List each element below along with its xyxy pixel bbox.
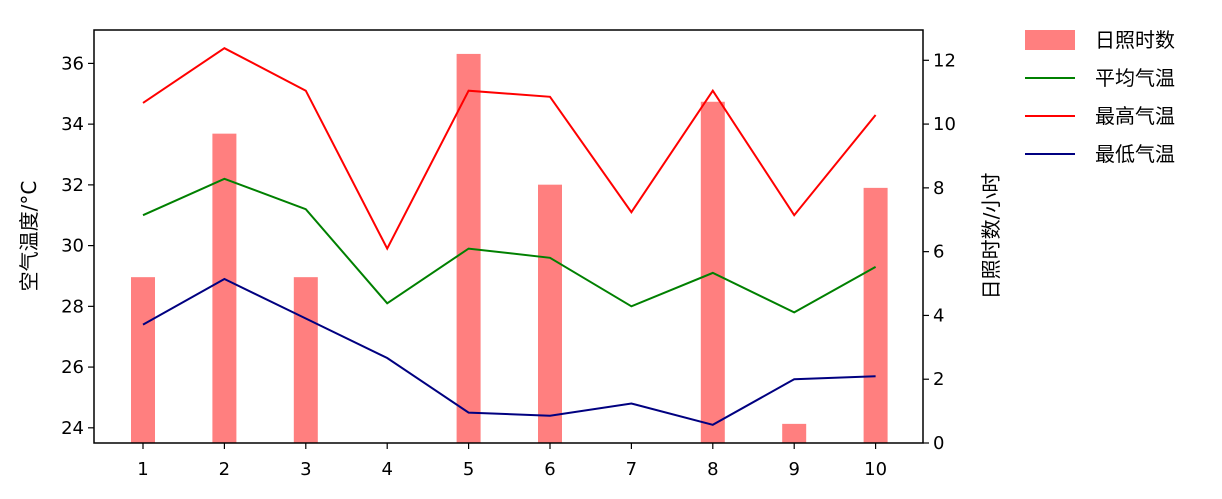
bar (293, 277, 318, 443)
legend-label: 平均气温 (1095, 66, 1175, 90)
y-left-axis-label: 空气温度/°C (17, 181, 41, 292)
y-left-tick-label: 24 (61, 418, 84, 439)
y-right-tick-label: 10 (933, 114, 956, 135)
bar (538, 184, 562, 444)
x-tick-label: 9 (788, 459, 799, 480)
y-left-tick-label: 32 (61, 175, 84, 196)
y-left-axis: 24 26 28 30 32 34 36 (61, 53, 94, 439)
x-tick-label: 10 (864, 459, 887, 480)
x-tick-label: 2 (219, 459, 230, 480)
y-right-tick-label: 6 (933, 242, 944, 263)
y-right-tick-label: 12 (933, 50, 956, 71)
legend-label: 日照时数 (1095, 28, 1175, 52)
y-left-tick-label: 34 (61, 114, 84, 135)
plot-frame (93, 29, 924, 444)
y-left-tick-label: 28 (61, 296, 84, 317)
line-layer (142, 47, 877, 426)
x-tick-label: 4 (381, 459, 392, 480)
x-tick-label: 5 (463, 459, 474, 480)
y-right-tick-label: 4 (933, 305, 944, 326)
x-tick-label: 1 (137, 459, 148, 480)
legend-swatch (1025, 30, 1075, 50)
y-right-tick-label: 0 (933, 433, 944, 454)
x-axis: 1 2 3 4 5 6 7 8 9 10 (137, 443, 887, 480)
series-line (142, 177, 877, 314)
x-tick-label: 6 (544, 459, 555, 480)
x-tick-label: 8 (707, 459, 718, 480)
bar (131, 277, 155, 443)
y-right-tick-label: 2 (933, 369, 944, 390)
bar-layer (131, 53, 888, 444)
y-left-tick-label: 36 (61, 53, 84, 74)
bar (863, 187, 888, 443)
y-right-axis: 0 2 4 6 8 10 12 (923, 50, 956, 454)
y-left-tick-label: 30 (61, 236, 84, 257)
y-left-tick-label: 26 (61, 357, 84, 378)
bar (782, 423, 807, 443)
y-right-tick-label: 8 (933, 178, 944, 199)
series-line (142, 277, 876, 426)
series-line (142, 47, 877, 251)
y-right-axis-label: 日照时数/小时 (979, 173, 1003, 300)
x-tick-label: 7 (626, 459, 637, 480)
bar (212, 133, 237, 443)
legend-label: 最高气温 (1095, 104, 1175, 128)
legend-label: 最低气温 (1095, 142, 1175, 166)
x-tick-label: 3 (300, 459, 311, 480)
